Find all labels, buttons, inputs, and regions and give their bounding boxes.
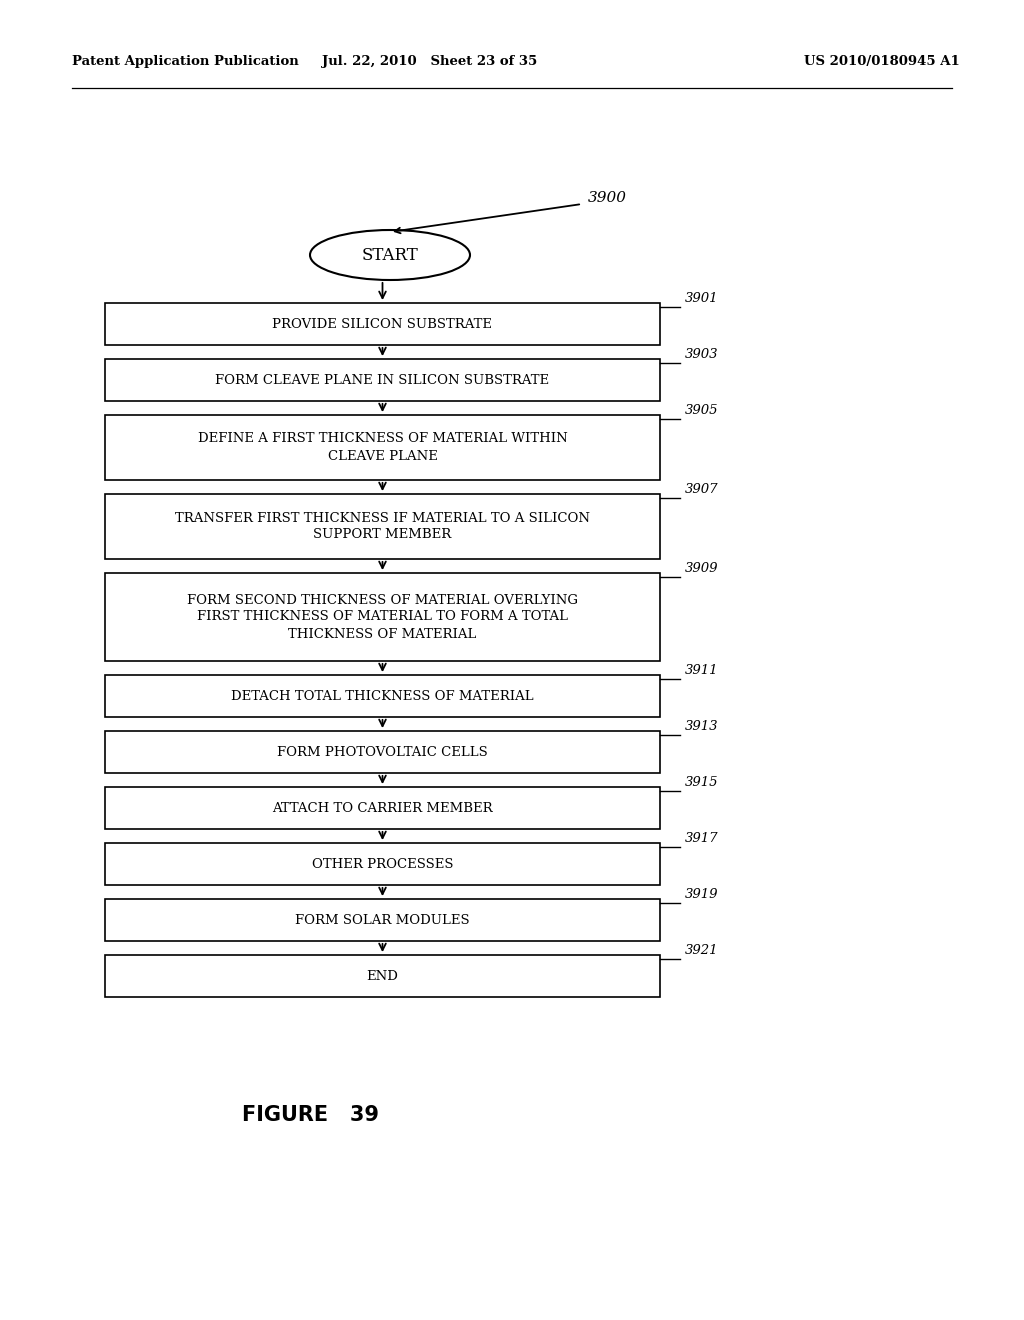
Text: 3900: 3900 [588, 191, 627, 205]
Text: FORM PHOTOVOLTAIC CELLS: FORM PHOTOVOLTAIC CELLS [278, 746, 487, 759]
Text: 3909: 3909 [685, 562, 719, 576]
FancyBboxPatch shape [105, 494, 660, 558]
Text: 3915: 3915 [685, 776, 719, 789]
Text: START: START [361, 247, 419, 264]
Text: 3919: 3919 [685, 888, 719, 902]
Text: 3913: 3913 [685, 719, 719, 733]
Text: FIGURE   39: FIGURE 39 [242, 1105, 379, 1125]
Text: US 2010/0180945 A1: US 2010/0180945 A1 [804, 55, 961, 69]
Text: TRANSFER FIRST THICKNESS IF MATERIAL TO A SILICON
SUPPORT MEMBER: TRANSFER FIRST THICKNESS IF MATERIAL TO … [175, 511, 590, 541]
FancyBboxPatch shape [105, 954, 660, 997]
Text: PROVIDE SILICON SUBSTRATE: PROVIDE SILICON SUBSTRATE [272, 318, 493, 330]
Text: 3907: 3907 [685, 483, 719, 496]
FancyBboxPatch shape [105, 414, 660, 480]
Text: 3911: 3911 [685, 664, 719, 677]
Text: ATTACH TO CARRIER MEMBER: ATTACH TO CARRIER MEMBER [272, 801, 493, 814]
FancyBboxPatch shape [105, 573, 660, 661]
Text: FORM SECOND THICKNESS OF MATERIAL OVERLYING
FIRST THICKNESS OF MATERIAL TO FORM : FORM SECOND THICKNESS OF MATERIAL OVERLY… [187, 594, 578, 640]
FancyBboxPatch shape [105, 731, 660, 774]
Text: FORM CLEAVE PLANE IN SILICON SUBSTRATE: FORM CLEAVE PLANE IN SILICON SUBSTRATE [215, 374, 550, 387]
Text: Jul. 22, 2010   Sheet 23 of 35: Jul. 22, 2010 Sheet 23 of 35 [323, 55, 538, 69]
Text: 3901: 3901 [685, 292, 719, 305]
Text: 3921: 3921 [685, 944, 719, 957]
Text: 3905: 3905 [685, 404, 719, 417]
Text: DETACH TOTAL THICKNESS OF MATERIAL: DETACH TOTAL THICKNESS OF MATERIAL [231, 689, 534, 702]
Text: DEFINE A FIRST THICKNESS OF MATERIAL WITHIN
CLEAVE PLANE: DEFINE A FIRST THICKNESS OF MATERIAL WIT… [198, 433, 567, 462]
Text: 3917: 3917 [685, 832, 719, 845]
FancyBboxPatch shape [105, 843, 660, 884]
Text: Patent Application Publication: Patent Application Publication [72, 55, 299, 69]
FancyBboxPatch shape [105, 359, 660, 401]
Text: FORM SOLAR MODULES: FORM SOLAR MODULES [295, 913, 470, 927]
Text: END: END [367, 969, 398, 982]
Text: OTHER PROCESSES: OTHER PROCESSES [311, 858, 454, 870]
FancyBboxPatch shape [105, 899, 660, 941]
FancyBboxPatch shape [105, 787, 660, 829]
FancyBboxPatch shape [105, 675, 660, 717]
FancyBboxPatch shape [105, 304, 660, 345]
Text: 3903: 3903 [685, 348, 719, 360]
